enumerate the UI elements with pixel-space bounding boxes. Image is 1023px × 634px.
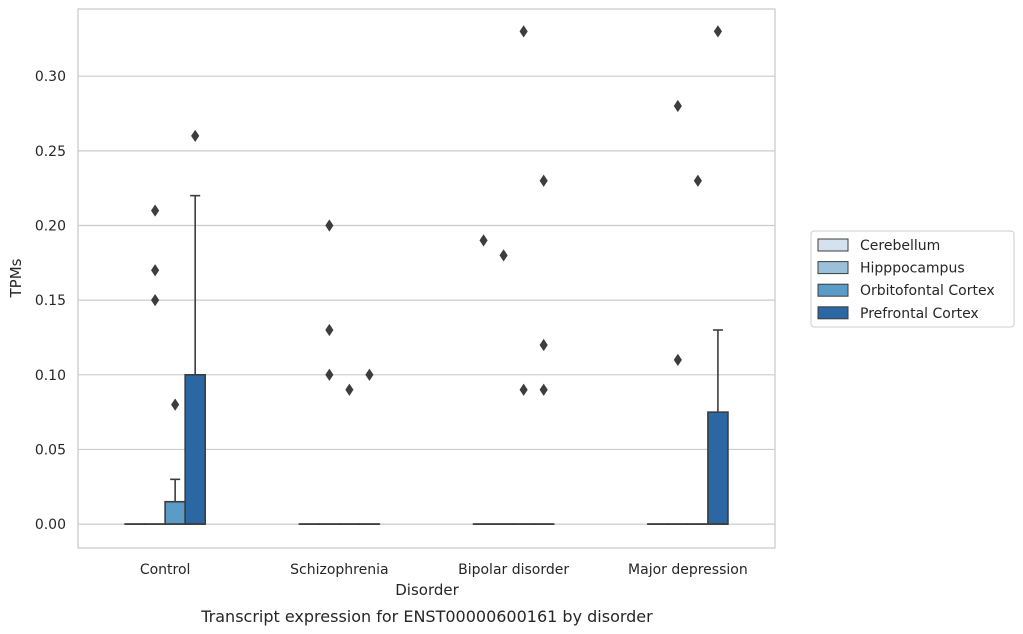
box-plot <box>358 368 381 525</box>
y-tick-label: 0.25 <box>35 144 66 160</box>
outlier-point <box>479 234 488 247</box>
legend-label: Orbitofontal Cortex <box>860 283 995 299</box>
box-plot <box>338 383 361 525</box>
box-plot <box>184 129 207 525</box>
legend-label: Hipppocampus <box>860 261 965 277</box>
legend-item: Prefrontal Cortex <box>817 306 979 322</box>
box-plot <box>144 204 166 525</box>
outlier-point <box>325 219 334 232</box>
y-tick-label: 0.20 <box>35 218 66 234</box>
box <box>184 374 207 525</box>
outlier-point <box>171 398 180 411</box>
y-axis-label: TPMs <box>7 258 25 298</box>
box-plot <box>532 174 555 525</box>
legend-label: Prefrontal Cortex <box>860 306 979 322</box>
x-tick-label: Schizophrenia <box>290 562 388 578</box>
box-plots <box>124 25 729 525</box>
y-tick-label: 0.30 <box>35 69 66 85</box>
outlier-point <box>539 174 548 187</box>
plot-frame <box>77 8 776 549</box>
x-tick-label: Major depression <box>628 562 748 578</box>
x-tick-label: Control <box>140 562 191 578</box>
legend: Cerebellum Hipppocampus Orbitofontal Corte… <box>810 230 1015 328</box>
box-plot <box>164 398 186 525</box>
outlier-point <box>325 323 334 337</box>
box-plot <box>472 234 495 525</box>
legend-item: Hipppocampus <box>817 261 965 277</box>
y-tick-label: 0.00 <box>35 517 66 533</box>
box-plot <box>707 25 729 525</box>
outlier-point <box>673 353 682 366</box>
box-plot <box>512 25 535 525</box>
box <box>164 500 186 525</box>
box <box>707 411 729 525</box>
box-plot <box>492 249 515 525</box>
legend-swatch <box>817 283 849 297</box>
legend-swatch <box>817 238 849 252</box>
y-ticks: 0.00 0.05 0.10 0.15 0.20 0.25 0.30 <box>35 69 66 533</box>
legend-item: Orbitofontal Cortex <box>817 283 995 299</box>
y-tick-label: 0.15 <box>35 293 66 309</box>
outlier-point <box>693 174 702 187</box>
outlier-point <box>673 99 682 113</box>
outlier-point <box>325 368 334 381</box>
outlier-point <box>713 25 723 38</box>
legend-swatch <box>817 306 849 320</box>
outlier-point <box>539 338 548 352</box>
chart-caption: Transcript expression for ENST0000060016… <box>200 607 653 626</box>
outlier-point <box>539 383 548 396</box>
outlier-point <box>345 383 354 396</box>
x-ticks: Control Schizophrenia Bipolar disorder Majo… <box>140 562 748 578</box>
y-tick-label: 0.05 <box>35 442 66 458</box>
grid-lines <box>78 75 775 525</box>
outlier-point <box>151 294 160 307</box>
outlier-point <box>151 204 160 217</box>
outlier-point <box>519 25 528 38</box>
legend-item: Cerebellum <box>817 238 940 254</box>
legend-label: Cerebellum <box>860 238 940 254</box>
box-plot <box>687 174 709 525</box>
y-tick-label: 0.10 <box>35 368 66 384</box>
outlier-point <box>499 249 508 262</box>
outlier-point <box>365 368 374 381</box>
outlier-point <box>151 264 160 277</box>
outlier-point <box>191 129 200 143</box>
x-axis-label: Disorder <box>395 581 459 599</box>
box-plot <box>667 99 689 525</box>
box-plot <box>318 219 341 525</box>
x-tick-label: Bipolar disorder <box>458 562 569 578</box>
legend-swatch <box>817 261 849 275</box>
legend-frame <box>810 230 1015 328</box>
outlier-point <box>519 383 528 396</box>
